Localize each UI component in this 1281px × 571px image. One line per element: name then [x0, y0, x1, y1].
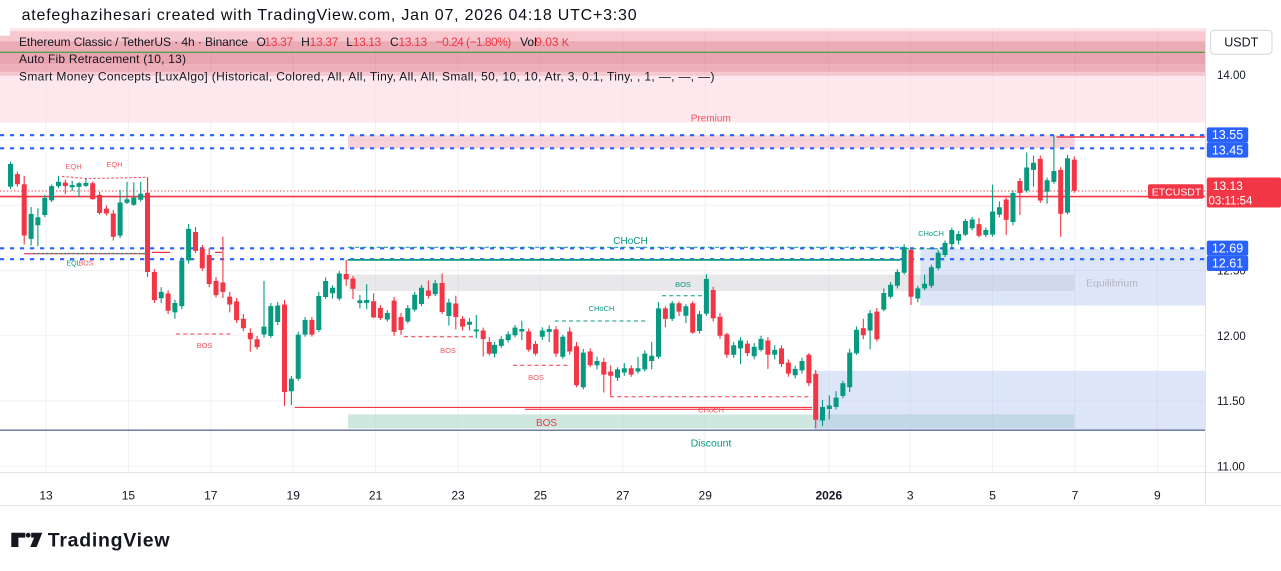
svg-text:03:11:54: 03:11:54	[1209, 196, 1254, 208]
svg-text:Ethereum Classic / TetherUS ·: Ethereum Classic / TetherUS · 4h · Binan…	[19, 35, 248, 49]
svg-text:2026: 2026	[815, 489, 842, 503]
svg-text:13.45: 13.45	[1212, 143, 1243, 157]
svg-text:Premium: Premium	[691, 113, 731, 124]
svg-text:Smart Money Concepts [LuxAlgo]: Smart Money Concepts [LuxAlgo] (Historic…	[19, 70, 715, 84]
svg-text:17: 17	[204, 489, 218, 503]
svg-text:25: 25	[534, 489, 548, 503]
svg-text:−0.24 (−1.80%): −0.24 (−1.80%)	[436, 35, 512, 49]
svg-text:23: 23	[451, 489, 465, 503]
svg-text:Vol: Vol	[520, 35, 537, 49]
svg-text:19: 19	[287, 489, 301, 503]
svg-text:9: 9	[1154, 489, 1161, 503]
svg-text:CHoCH: CHoCH	[698, 406, 724, 415]
svg-text:12.61: 12.61	[1212, 257, 1243, 271]
svg-text:BOS: BOS	[536, 418, 557, 429]
svg-text:BOS: BOS	[197, 341, 213, 350]
svg-text:C: C	[390, 35, 399, 49]
svg-text:EQL: EQL	[66, 261, 80, 268]
svg-text:7: 7	[1072, 489, 1079, 503]
svg-text:CHoCH: CHoCH	[613, 236, 647, 247]
svg-text:29: 29	[699, 489, 713, 503]
svg-text:13.55: 13.55	[1212, 128, 1243, 142]
svg-text:3: 3	[907, 489, 914, 503]
svg-text:USDT: USDT	[1224, 36, 1258, 50]
svg-text:13.13: 13.13	[1213, 179, 1243, 193]
svg-text:13.13: 13.13	[353, 35, 382, 49]
svg-text:BOS: BOS	[79, 261, 94, 268]
svg-text:BOS: BOS	[528, 373, 544, 382]
svg-text:13: 13	[39, 489, 53, 503]
svg-text:12.69: 12.69	[1212, 242, 1243, 256]
svg-text:atefeghazihesari created with: atefeghazihesari created with TradingVie…	[22, 7, 637, 24]
svg-text:21: 21	[369, 489, 383, 503]
svg-text:BOS: BOS	[440, 346, 456, 355]
svg-text:Discount: Discount	[691, 437, 732, 449]
svg-text:27: 27	[616, 489, 630, 503]
svg-text:BOS: BOS	[675, 280, 691, 289]
svg-text:EQH: EQH	[65, 162, 81, 171]
svg-text:14.00: 14.00	[1217, 70, 1246, 82]
svg-text:9.03: 9.03	[535, 35, 559, 49]
svg-text:5: 5	[989, 489, 996, 503]
svg-text:CHoCH: CHoCH	[589, 304, 615, 313]
svg-text:ETCUSDT: ETCUSDT	[1152, 186, 1202, 198]
svg-text:K: K	[562, 37, 570, 49]
svg-text:CHoCH: CHoCH	[918, 229, 944, 238]
svg-text:11.50: 11.50	[1217, 396, 1245, 408]
svg-text:Auto Fib Retracement (10, 13): Auto Fib Retracement (10, 13)	[19, 52, 186, 66]
svg-text:13.37: 13.37	[264, 35, 293, 49]
svg-text:O: O	[257, 35, 266, 49]
svg-text:13.13: 13.13	[399, 35, 428, 49]
svg-text:L: L	[346, 35, 353, 49]
svg-text:Equilibrium: Equilibrium	[1086, 278, 1138, 290]
svg-text:TradingView: TradingView	[48, 530, 171, 552]
svg-text:13.37: 13.37	[310, 35, 339, 49]
svg-text:H: H	[301, 35, 310, 49]
svg-text:12.00: 12.00	[1217, 331, 1246, 343]
svg-text:EQH: EQH	[106, 160, 122, 169]
svg-text:11.00: 11.00	[1217, 461, 1245, 473]
svg-text:15: 15	[122, 489, 136, 503]
